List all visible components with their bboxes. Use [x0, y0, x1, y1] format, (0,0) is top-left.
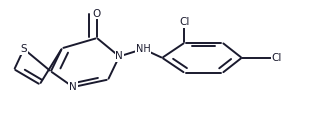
Text: S: S [21, 44, 27, 54]
Text: O: O [93, 9, 101, 19]
Text: N: N [69, 82, 77, 92]
Text: N: N [115, 51, 123, 61]
Text: NH: NH [136, 44, 150, 54]
Text: Cl: Cl [179, 17, 190, 27]
Text: Cl: Cl [272, 53, 282, 63]
